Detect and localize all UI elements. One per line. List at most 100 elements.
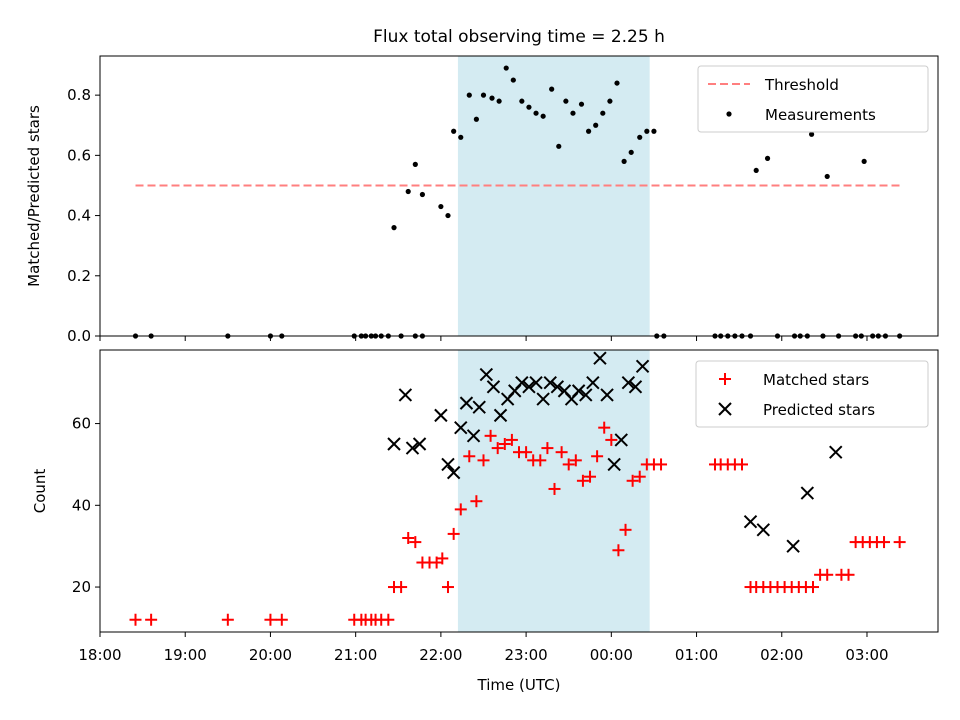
matched-stars-point [382, 613, 395, 626]
predicted-stars-point [536, 392, 550, 406]
measurement-point [480, 92, 487, 98]
matched-stars-point [655, 458, 668, 471]
predicted-stars-point [635, 359, 650, 374]
matched-stars-point [264, 613, 277, 626]
matched-stars-point [221, 613, 234, 626]
legend-matched-swatch [719, 373, 731, 385]
predicted-stars-point [522, 380, 536, 394]
measurement-point [764, 155, 771, 161]
predicted-stars-point [579, 388, 593, 402]
matched-stars-point [541, 442, 554, 455]
measurement-point [458, 134, 464, 140]
top-axes-frame [99, 55, 939, 337]
predicted-stars-point [607, 457, 621, 472]
y-tick-label: 20 [72, 578, 91, 596]
measurement-point [570, 110, 576, 116]
top-ylabel: Matched/Predicted stars [25, 105, 43, 287]
measurement-point [540, 113, 546, 119]
measurement-point [412, 161, 418, 167]
top-x-ticks [99, 336, 868, 341]
measurement-point [614, 80, 620, 86]
top-panel: 0.00.20.40.60.8 Matched/Predicted stars … [25, 55, 939, 345]
matched-stars-point [491, 442, 504, 455]
measurement-point [753, 167, 759, 174]
x-tick-label: 02:00 [760, 646, 803, 664]
matched-stars-point [470, 495, 483, 508]
bottom-panel: 20 40 60 18:00 19:00 20:00 21:00 22:00 23:00 00:… [31, 349, 939, 694]
predicted-stars-point [800, 486, 815, 500]
measurement-point [549, 86, 555, 92]
top-legend: Threshold Measurements [697, 65, 929, 133]
measurement-point [607, 98, 613, 104]
predicted-stars-point [628, 380, 643, 394]
predicted-stars-point [743, 514, 758, 529]
predicted-stars-point [412, 437, 427, 451]
x-tick-label: 21:00 [334, 646, 377, 664]
measurement-point [533, 110, 539, 116]
matched-stars-point [626, 474, 639, 487]
predicted-stars-point [529, 375, 543, 390]
legend-measurements-swatch [726, 111, 732, 117]
bottom-axes-frame [99, 349, 939, 633]
matched-stars-point [878, 536, 891, 549]
x-tick-label: 20:00 [249, 646, 292, 664]
predicted-stars-point [543, 375, 557, 390]
measurement-point [585, 128, 592, 134]
legend-predicted-label: Predicted stars [763, 401, 875, 419]
measurement-point [438, 203, 444, 210]
predicted-stars-point [786, 539, 800, 553]
matched-stars-point [454, 503, 467, 516]
measurement-point [489, 95, 495, 101]
x-tick-label: 23:00 [504, 646, 547, 664]
predicted-stars-point [829, 445, 843, 459]
matched-stars-point [842, 568, 855, 581]
measurement-point [861, 158, 867, 164]
predicted-stars-point [434, 408, 448, 423]
legend-threshold-label: Threshold [764, 76, 839, 94]
bottom-x-axis: 18:00 19:00 20:00 21:00 22:00 23:00 00:00 01:00… [78, 632, 889, 664]
bottom-y-axis: 20 40 60 [72, 415, 100, 596]
predicted-stars-point [398, 388, 413, 402]
matched-stars-point [598, 421, 611, 434]
predicted-stars-point [621, 375, 636, 390]
measurement-point [519, 98, 525, 104]
predicted-stars-point [571, 384, 586, 398]
predicted-stars-point [387, 437, 401, 451]
predicted-stars-point [459, 396, 474, 410]
predicted-stars-point [479, 367, 494, 382]
legend-predicted-swatch [718, 402, 732, 416]
measurement-point [473, 116, 479, 122]
matched-stars-point [275, 613, 288, 626]
x-tick-label: 22:00 [419, 646, 462, 664]
figure-title: Flux total observing time = 2.25 h [373, 27, 665, 47]
measurement-point [419, 191, 426, 198]
matched-stars-point [463, 450, 476, 463]
matched-stars-point [569, 454, 582, 467]
matched-stars-point [555, 446, 568, 459]
y-tick-label: 0.4 [67, 207, 91, 225]
matched-stars-point [605, 433, 618, 446]
y-tick-label: 60 [72, 415, 91, 433]
predicted-stars-point [466, 429, 481, 443]
predicted-stars-point [493, 408, 508, 423]
matched-stars-point [735, 458, 748, 471]
bottom-ylabel: Count [31, 469, 49, 514]
measurement-point [526, 104, 532, 110]
predicted-stars-point [600, 388, 614, 402]
measurement-point [637, 134, 643, 140]
predicted-stars-point [614, 433, 628, 447]
x-tick-label: 03:00 [845, 646, 888, 664]
predicted-stars-point [472, 400, 486, 414]
matched-stars-point [893, 536, 906, 549]
matched-stars-point [447, 527, 460, 540]
matched-stars-point [145, 613, 158, 626]
measurement-point [563, 98, 569, 104]
matched-stars-point [505, 433, 518, 446]
predicted-stars-point [405, 441, 420, 455]
predicted-stars-point [756, 523, 771, 537]
y-tick-label: 0.0 [67, 327, 91, 345]
matched-stars-point [591, 450, 604, 463]
predicted-stars-point [550, 380, 565, 394]
predicted-stars-point [486, 380, 501, 394]
